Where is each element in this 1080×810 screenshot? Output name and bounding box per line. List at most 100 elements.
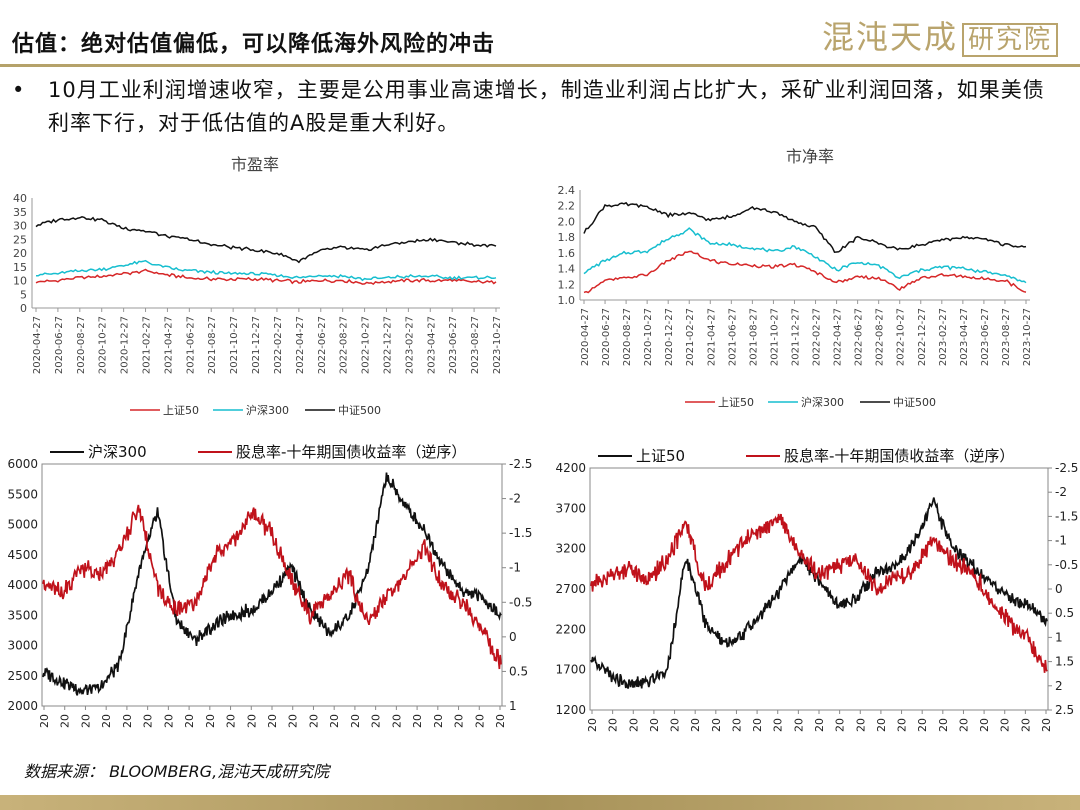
x-tick-label: 2021-08-27 — [748, 308, 759, 366]
y2-tick-label: 0 — [509, 630, 517, 644]
x-tick-label: 2021-10-27 — [769, 308, 780, 366]
chart-title: 市净率 — [786, 147, 834, 166]
y-tick-label: 2.0 — [558, 215, 576, 228]
x-tick-label: 2020-06-27 — [54, 316, 65, 374]
x-tick-label: 2021-12-27 — [251, 316, 262, 374]
x-tick-label: 20 — [1019, 718, 1032, 732]
legend-label: 股息率-十年期国债收益率（逆序） — [236, 443, 466, 461]
y2-tick-label: 1.5 — [1055, 655, 1074, 669]
x-tick-label: 20 — [183, 714, 196, 728]
bullet-dot: • — [12, 78, 26, 102]
y2-tick-label: -0.5 — [1055, 558, 1078, 572]
x-tick-label: 20 — [689, 718, 702, 732]
x-tick-label: 20 — [669, 718, 682, 732]
x-tick-label: 20 — [245, 714, 258, 728]
x-tick-label: 2022-12-27 — [382, 316, 393, 374]
x-tick-label: 20 — [896, 718, 909, 732]
x-tick-label: 20 — [648, 718, 661, 732]
x-tick-label: 2020-04-27 — [580, 308, 591, 366]
x-tick-label: 2022-10-27 — [896, 308, 907, 366]
bullet-point: • 10月工业利润增速收窄，主要是公用事业高速增长，制造业利润占比扩大，采矿业利… — [12, 74, 1062, 140]
x-tick-label: 2020-08-27 — [76, 316, 87, 374]
x-tick-label: 2020-06-27 — [601, 308, 612, 366]
y-tick-label: 1.8 — [558, 231, 576, 244]
chart-title: 市盈率 — [231, 155, 279, 174]
x-tick-label: 2020-08-27 — [622, 308, 633, 366]
x-tick-label: 20 — [937, 718, 950, 732]
x-tick-label: 20 — [453, 714, 466, 728]
y-tick-label: 40 — [13, 192, 27, 205]
y2-tick-label: -0.5 — [509, 595, 532, 609]
x-tick-label: 2023-08-27 — [1001, 308, 1012, 366]
y-tick-label: 25 — [13, 233, 27, 246]
x-tick-label: 20 — [266, 714, 279, 728]
x-tick-label: 2023-06-27 — [448, 316, 459, 374]
y-tick-label: 10 — [13, 275, 27, 288]
y2-tick-label: 0 — [1055, 582, 1063, 596]
x-tick-label: 2020-10-27 — [643, 308, 654, 366]
x-tick-label: 2023-10-27 — [1022, 308, 1033, 366]
x-tick-label: 2020-12-27 — [120, 316, 131, 374]
x-tick-label: 2023-10-27 — [492, 316, 503, 374]
pb-ratio-chart: 市净率 1.0 1.2 1.4 1.6 1.8 2.0 2.2 2.4 2020-04-27 202… — [558, 147, 1034, 409]
y-tick-label: 30 — [13, 220, 27, 233]
y-tick-label: 1.0 — [558, 294, 576, 307]
x-tick-label: 20 — [370, 714, 383, 728]
y2-tick-label: -2 — [509, 492, 521, 506]
y-tick-label: 1700 — [555, 663, 586, 677]
x-tick-label: 20 — [586, 718, 599, 732]
x-tick-label: 20 — [225, 714, 238, 728]
y-tick-label: 35 — [13, 206, 27, 219]
series-line-0 — [42, 472, 502, 696]
x-tick-label: 2022-02-27 — [273, 316, 284, 374]
y-tick-label: 3000 — [7, 639, 38, 653]
brand-logo: 混沌天成 研究院 — [822, 12, 1058, 58]
x-tick-label: 2022-12-27 — [917, 308, 928, 366]
x-tick-label: 2021-04-27 — [163, 316, 174, 374]
footer-bar — [0, 795, 1080, 810]
x-tick-label: 20 — [59, 714, 72, 728]
x-tick-label: 20 — [287, 714, 300, 728]
x-tick-label: 20 — [607, 718, 620, 732]
y-tick-label: 4000 — [7, 578, 38, 592]
y-tick-label: 5500 — [7, 487, 38, 501]
y2-tick-label: 1 — [509, 699, 517, 713]
y2-tick-label: -1 — [1055, 534, 1067, 548]
series-line-1 — [583, 227, 1027, 284]
x-tick-label: 2022-06-27 — [317, 316, 328, 374]
y2-tick-label: -1.5 — [509, 526, 532, 540]
x-tick-label: 2023-08-27 — [470, 316, 481, 374]
y-tick-label: 2700 — [555, 582, 586, 596]
title-divider — [0, 64, 1080, 67]
y-tick-label: 0 — [20, 302, 27, 315]
bullet-text: 10月工业利润增速收窄，主要是公用事业高速增长，制造业利润占比扩大，采矿业利润回… — [48, 78, 1045, 135]
x-tick-label: 20 — [204, 714, 217, 728]
y-tick-label: 5000 — [7, 518, 38, 532]
x-tick-label: 20 — [162, 714, 175, 728]
series-line-0 — [590, 497, 1048, 689]
y-tick-label: 20 — [13, 247, 27, 260]
legend-label: 上证50 — [163, 404, 199, 417]
y2-tick-label: 0.5 — [509, 664, 528, 678]
x-tick-label: 20 — [772, 718, 785, 732]
legend-label: 沪深300 — [88, 443, 147, 461]
x-tick-label: 20 — [627, 718, 640, 732]
y-tick-label: 2.2 — [558, 200, 576, 213]
x-tick-label: 2021-06-27 — [185, 316, 196, 374]
y-tick-label: 2.4 — [558, 184, 576, 197]
y-tick-label: 4200 — [555, 461, 586, 475]
y-tick-label: 15 — [13, 261, 27, 274]
y-tick-label: 5 — [20, 288, 27, 301]
x-tick-label: 2022-04-27 — [833, 308, 844, 366]
y-tick-label: 2200 — [555, 622, 586, 636]
x-tick-label: 2023-04-27 — [959, 308, 970, 366]
x-tick-label: 2022-08-27 — [875, 308, 886, 366]
x-tick-label: 2021-08-27 — [207, 316, 218, 374]
logo-main: 混沌天成 — [821, 18, 958, 56]
x-tick-label: 20 — [751, 718, 764, 732]
y2-tick-label: -1.5 — [1055, 509, 1078, 523]
y2-tick-label: -2.5 — [509, 457, 532, 471]
y-tick-label: 3700 — [555, 501, 586, 515]
legend-label: 股息率-十年期国债收益率（逆序） — [784, 447, 1014, 465]
